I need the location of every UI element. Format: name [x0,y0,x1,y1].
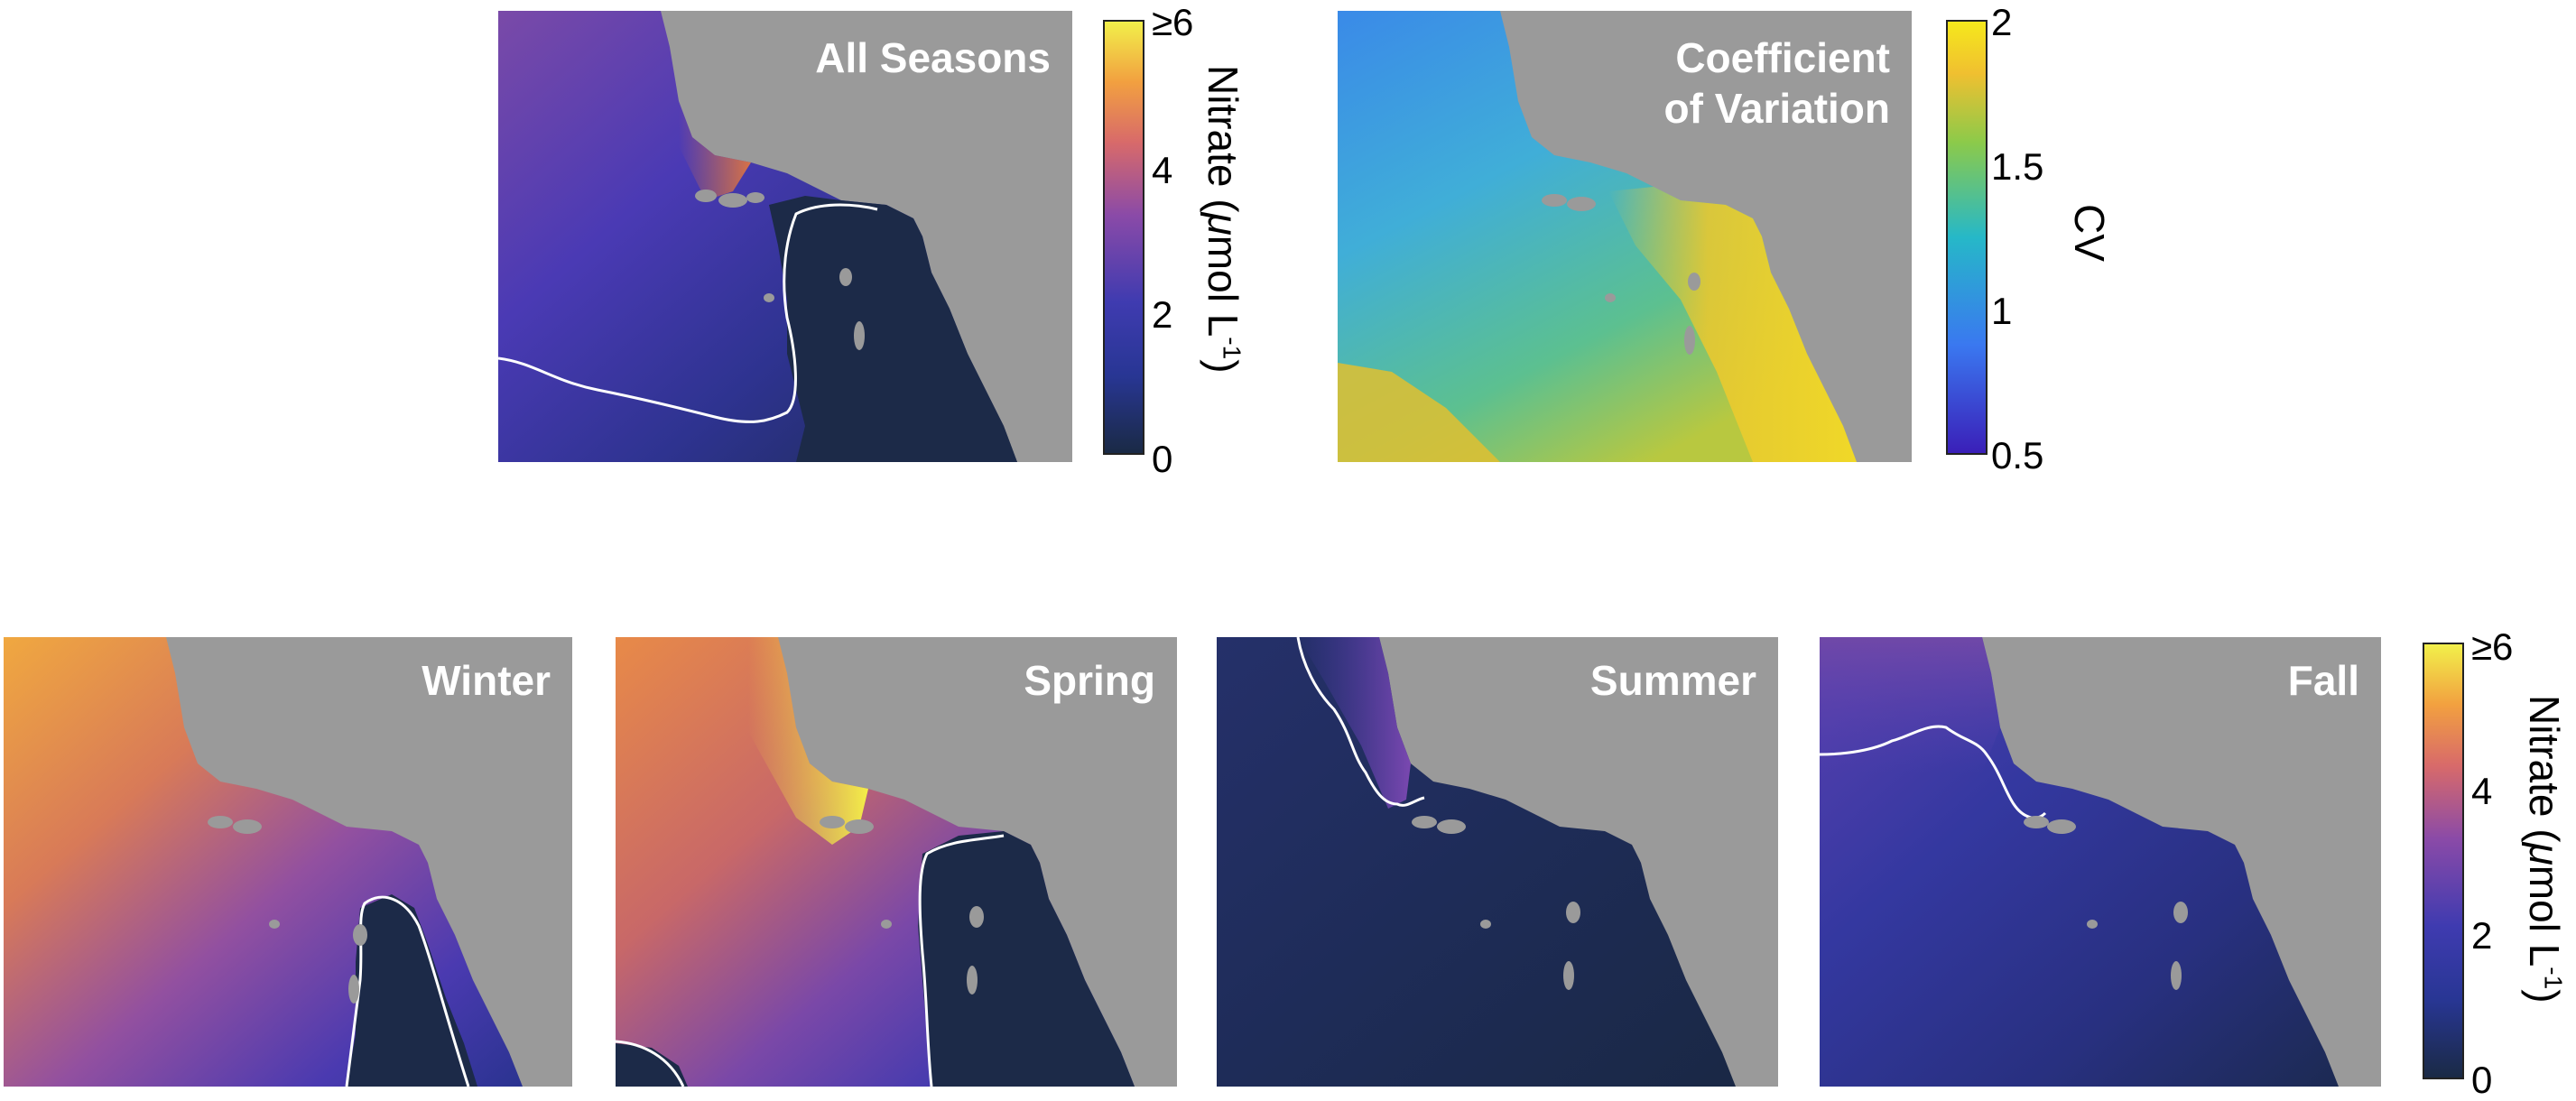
colorbar-tick-2: 2 [2471,914,2493,957]
cv-map [1338,11,1857,462]
cv-tick-1-5: 1.5 [1991,145,2044,188]
colorbar-tick-max: ≥6 [2471,625,2514,668]
colorbar-tick-0: 0 [2471,1059,2493,1101]
map-panel-spring: Spring [616,637,1177,1087]
nitrate-map [4,637,523,1087]
nitrate-colorbar-top [1103,20,1144,455]
nitrate-colorbar-label-top: Nitrate (μmol L-1) [1200,65,1246,374]
colorbar-tick-2: 2 [1152,293,1173,336]
panel-title-all-seasons: All Seasons [815,34,1051,81]
nitrate-colorbar-label-bottom: Nitrate (μmol L-1) [2521,695,2568,1004]
nitrate-colorbar-bottom [2423,643,2464,1079]
map-panel-all-seasons: All Seasons [498,11,1072,462]
cv-colorbar-label: CV [2066,204,2113,262]
cv-colorbar [1946,20,1988,455]
nitrate-map [616,637,1135,1087]
panel-title-fall: Fall [2287,657,2359,704]
nitrate-map [1217,637,1736,1087]
nitrate-map [1820,637,2339,1087]
map-panel-summer: Summer [1217,637,1778,1087]
map-panel-coefficient-of-variation: Coefficient of Variation [1338,11,1912,462]
map-panel-fall: Fall [1820,637,2381,1087]
map-panel-winter: Winter [4,637,572,1087]
panel-title-winter: Winter [422,657,551,704]
cv-tick-0-5: 0.5 [1991,434,2044,476]
panel-title-spring: Spring [1024,657,1155,704]
nitrate-map [498,11,1017,462]
colorbar-tick-max: ≥6 [1152,1,1194,43]
cv-tick-2: 2 [1991,1,2013,43]
cv-tick-1: 1 [1991,290,2013,332]
panel-title-summer: Summer [1589,657,1756,704]
panel-title-cv: Coefficient of Variation [1663,34,1890,132]
colorbar-tick-0: 0 [1152,438,1173,480]
colorbar-tick-4: 4 [2471,770,2493,812]
colorbar-tick-4: 4 [1152,149,1173,191]
